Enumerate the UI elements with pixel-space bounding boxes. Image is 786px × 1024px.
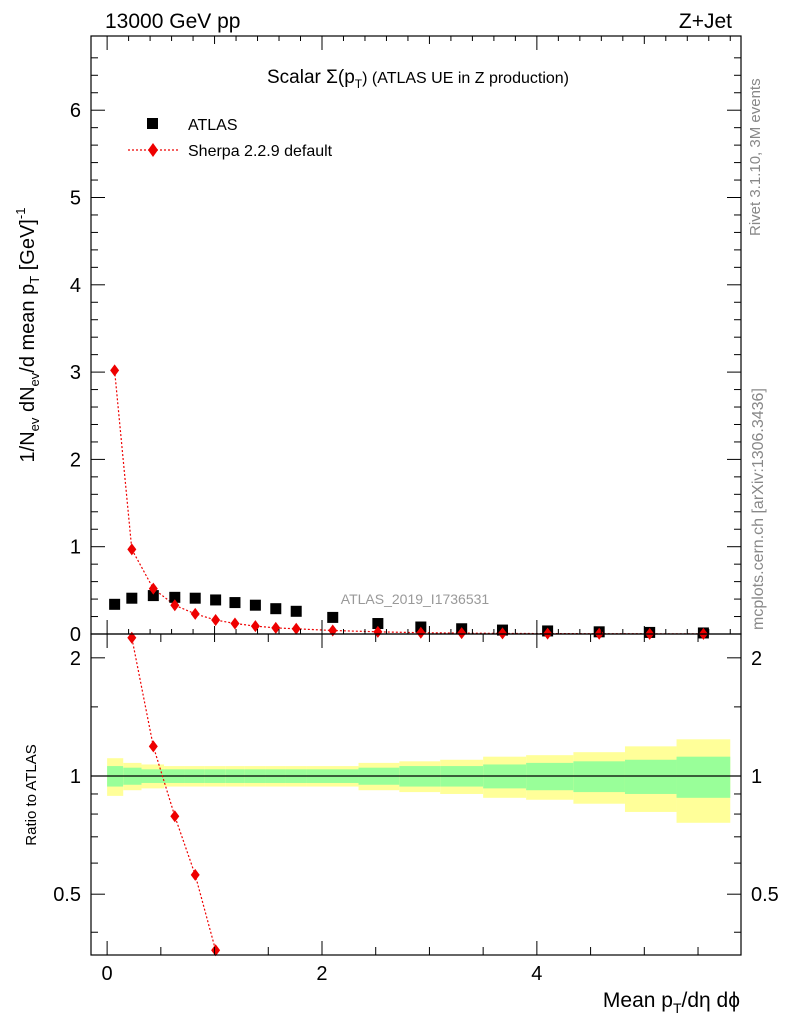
ratio-sherpa-point <box>127 631 137 644</box>
legend-atlas-label: ATLAS <box>188 117 238 134</box>
atlas-point <box>229 597 241 609</box>
legend-atlas-marker <box>147 118 158 129</box>
sherpa-point <box>271 621 281 634</box>
sherpa-point <box>230 617 240 630</box>
ratio-y-tick-label-right: 2 <box>751 648 762 670</box>
ratio-y-tick-label-right: 1 <box>751 766 762 788</box>
sherpa-point <box>457 627 467 640</box>
sherpa-point <box>110 364 120 377</box>
atlas-point <box>327 611 339 623</box>
sherpa-point <box>190 607 200 620</box>
ratio-y-tick-label: 2 <box>70 648 81 670</box>
ratio-stat-band <box>676 756 731 798</box>
sherpa-point <box>416 626 426 639</box>
ratio-ylabel: Ratio to ATLAS <box>23 744 40 845</box>
ratio-y-tick-label: 0.5 <box>53 884 81 906</box>
ratio-panel: 0.5 0.5 1 1 2 2 0 2 4 Ratio to ATLAS Mean pT/dη … <box>23 631 779 1016</box>
main-ylabel: 1/Nev dNev/d mean pT [GeV]-1 <box>13 208 42 463</box>
ratio-x-tick-label: 4 <box>531 963 542 985</box>
analysis-watermark: ATLAS_2019_I1736531 <box>341 591 490 607</box>
ratio-x-tick-label: 0 <box>102 963 113 985</box>
ratio-sherpa-point <box>190 868 200 881</box>
atlas-point <box>210 594 222 606</box>
sherpa-point <box>497 627 507 640</box>
ratio-stat-band <box>573 761 625 793</box>
header-process-label: Z+Jet <box>679 10 732 33</box>
rivet-version-label: Rivet 3.1.10, 3M events <box>747 78 764 236</box>
atlas-point <box>147 590 159 602</box>
sherpa-point <box>250 620 260 633</box>
atlas-point <box>270 603 282 615</box>
ratio-xlabel: Mean pT/dη dϕ <box>603 989 740 1016</box>
atlas-point <box>109 598 121 610</box>
main-panel: 0 1 2 3 4 5 6 Scalar Σ(pT) (ATLAS UE in Z prod… <box>13 35 742 646</box>
atlas-point <box>290 605 302 617</box>
ratio-panel-frame <box>90 633 742 956</box>
main-title: Scalar Σ(pT) (ATLAS UE in Z production) <box>267 67 569 91</box>
ratio-sherpa-line <box>130 634 217 951</box>
main-y-tick-label: 6 <box>70 100 81 122</box>
sherpa-point <box>328 624 338 637</box>
ratio-sherpa-point <box>211 944 221 957</box>
header-energy-label: 13000 GeV pp <box>105 10 240 33</box>
main-y-tick-label: 1 <box>70 537 81 559</box>
legend: ATLAS Sherpa 2.2.9 default <box>128 117 333 160</box>
ratio-stat-band <box>624 759 677 794</box>
main-y-tick-label: 3 <box>70 362 81 384</box>
ratio-sherpa-point <box>170 810 180 823</box>
atlas-point <box>169 591 181 603</box>
main-y-tick-label: 5 <box>70 188 81 210</box>
main-y-tick-label: 4 <box>70 275 81 297</box>
ratio-x-tick-label: 2 <box>316 963 327 985</box>
atlas-point <box>249 599 261 611</box>
sherpa-point <box>211 614 221 627</box>
ratio-y-tick-label-right: 0.5 <box>751 884 779 906</box>
mcplots-label: mcplots.cern.ch [arXiv:1306.3436] <box>750 388 767 630</box>
sherpa-point <box>291 622 301 635</box>
ratio-sherpa-point <box>148 740 158 753</box>
atlas-point <box>126 592 138 604</box>
ratio-y-tick-label: 1 <box>70 766 81 788</box>
atlas-point <box>189 592 201 604</box>
legend-sherpa-marker <box>148 143 158 157</box>
sherpa-point <box>170 599 180 612</box>
atlas-point <box>372 618 384 630</box>
legend-sherpa-label: Sherpa 2.2.9 default <box>188 143 333 160</box>
main-y-tick-label: 0 <box>70 624 81 646</box>
main-y-tick-label: 2 <box>70 449 81 471</box>
sherpa-point <box>127 543 137 556</box>
sherpa-point <box>148 582 158 595</box>
